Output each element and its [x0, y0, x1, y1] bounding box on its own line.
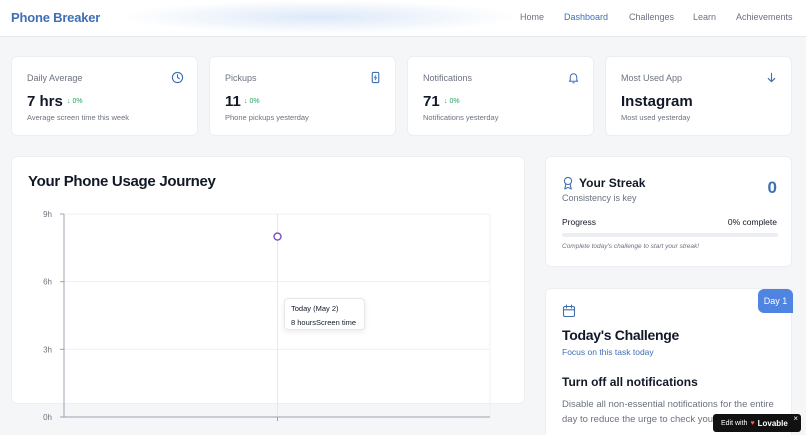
stat-change: ↓ 0% [444, 98, 460, 105]
tooltip-value: 8 hoursScreen time [291, 318, 357, 327]
streak-title: Your Streak [579, 176, 646, 190]
stat-card-daily-average: Daily Average 7 hrs ↓ 0% Average screen … [11, 56, 198, 136]
stat-value: 11 [225, 93, 241, 110]
calendar-icon [562, 304, 576, 318]
brand-logo[interactable]: Phone Breaker [11, 10, 101, 25]
progress-percent: 0% complete [727, 217, 777, 227]
chart-title: Your Phone Usage Journey [28, 173, 216, 190]
stat-subtext: Phone pickups yesterday [225, 113, 309, 122]
close-icon[interactable]: × [793, 414, 798, 423]
stat-change: ↓ 0% [67, 98, 83, 105]
top-navbar: Phone Breaker Home Dashboard Challenges … [0, 0, 806, 37]
stat-subtext: Most used yesterday [621, 113, 691, 122]
stat-change: ↓ 0% [244, 98, 260, 105]
arrow-down-icon [767, 72, 776, 83]
challenge-title: Today's Challenge [562, 327, 679, 343]
y-tick-label: 6h [43, 278, 52, 287]
streak-subtitle: Consistency is key [562, 193, 637, 203]
nav-learn[interactable]: Learn [693, 12, 717, 22]
streak-card: Your Streak Consistency is key 0 Progres… [545, 156, 792, 267]
lovable-prefix: Edit with [721, 419, 748, 427]
tooltip-title: Today (May 2) [291, 304, 339, 313]
stat-label: Most Used App [621, 73, 683, 83]
stat-card-notifications: Notifications 71 ↓ 0% Notifications yest… [407, 56, 594, 136]
progress-bar [562, 233, 778, 237]
nav-achievements[interactable]: Achievements [736, 12, 793, 22]
data-point [273, 232, 282, 241]
challenge-task: Turn off all notifications [562, 375, 698, 389]
challenge-description: Disable all non-essential notifications … [562, 399, 774, 425]
lovable-name: Lovable [757, 418, 788, 428]
usage-chart-card: Your Phone Usage Journey [11, 156, 525, 404]
bell-icon [568, 73, 579, 84]
nav-challenges[interactable]: Challenges [629, 12, 675, 22]
heart-icon: ♥ [750, 419, 755, 427]
y-tick-label: 0h [43, 413, 52, 422]
streak-note: Complete today's challenge to start your… [562, 243, 700, 250]
clock-icon [171, 71, 184, 84]
nav-dashboard[interactable]: Dashboard [564, 12, 609, 22]
header-glow [120, 0, 520, 34]
stat-label: Notifications [423, 73, 473, 83]
y-tick-label: 3h [43, 345, 52, 354]
phone-icon [371, 71, 380, 84]
y-tick-label: 9h [43, 210, 52, 219]
stat-subtext: Notifications yesterday [423, 113, 499, 122]
edit-with-lovable-button[interactable]: Edit with ♥ Lovable × [713, 414, 801, 432]
award-icon [563, 176, 573, 190]
nav-home[interactable]: Home [520, 12, 545, 22]
challenge-subtitle: Focus on this task today [562, 347, 654, 357]
stat-value: Instagram [621, 93, 693, 110]
stat-value: 71 [423, 93, 440, 110]
day-badge: Day 1 [758, 289, 793, 313]
stat-label: Pickups [225, 73, 257, 83]
progress-label: Progress [562, 217, 597, 227]
chart-tooltip: Today (May 2) 8 hoursScreen time [284, 298, 365, 330]
stat-card-most-used-app: Most Used App Instagram Most used yester… [605, 56, 792, 136]
stat-subtext: Average screen time this week [27, 113, 129, 122]
streak-count: 0 [767, 178, 777, 197]
stat-value: 7 hrs [27, 93, 63, 110]
stat-label: Daily Average [27, 73, 83, 83]
stat-card-pickups: Pickups 11 ↓ 0% Phone pickups yesterday [209, 56, 396, 136]
challenge-card: Today's Challenge Focus on this task tod… [545, 288, 792, 435]
